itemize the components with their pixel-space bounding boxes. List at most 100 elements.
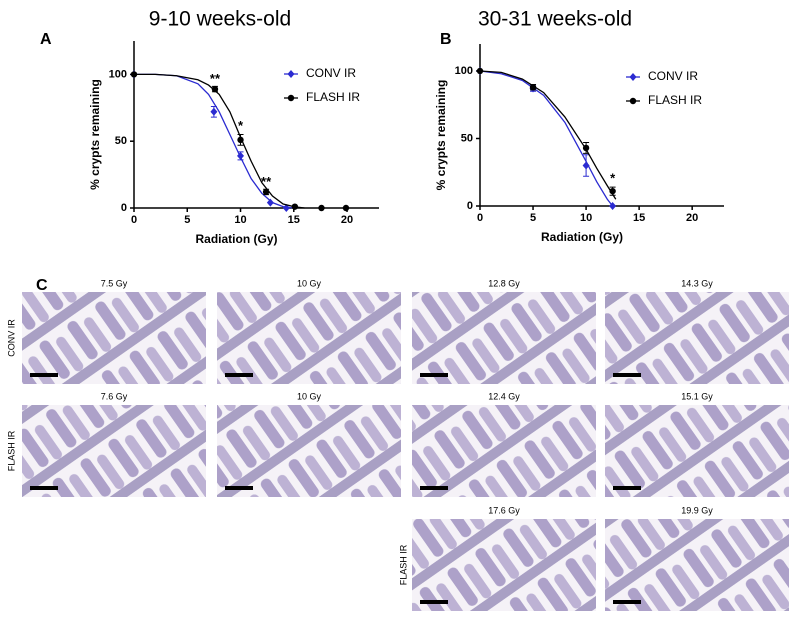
histology-image xyxy=(605,519,789,611)
histology-image xyxy=(605,405,789,497)
x-tick-label: 20 xyxy=(686,212,698,224)
image-shade xyxy=(412,292,596,384)
scale-bar xyxy=(613,486,641,490)
legend-marker xyxy=(629,73,637,81)
legend-marker xyxy=(629,97,637,105)
histology-image xyxy=(22,405,206,497)
row-label: FLASH IR xyxy=(398,544,408,585)
point xyxy=(476,67,484,75)
image-caption: 7.5 Gy xyxy=(101,278,128,288)
annotation: * xyxy=(238,118,244,133)
y-tick-label: 50 xyxy=(115,135,127,147)
x-tick-label: 5 xyxy=(530,212,536,224)
x-axis-label: Radiation (Gy) xyxy=(195,232,277,246)
point xyxy=(266,198,274,207)
scale-bar xyxy=(225,373,253,377)
image-caption: 17.6 Gy xyxy=(488,505,520,515)
x-tick-label: 15 xyxy=(288,214,300,226)
annotation: ** xyxy=(210,71,221,86)
panel-label: C xyxy=(36,277,48,294)
scale-bar xyxy=(420,600,448,604)
x-tick-label: 10 xyxy=(234,214,246,226)
point xyxy=(318,204,325,212)
y-tick-label: 0 xyxy=(467,200,473,212)
y-tick-label: 50 xyxy=(461,132,473,144)
image-caption: 15.1 Gy xyxy=(681,391,713,401)
image-caption: 10 Gy xyxy=(297,278,322,288)
histology-image xyxy=(412,519,596,611)
x-tick-label: 10 xyxy=(580,212,592,224)
x-tick-label: 0 xyxy=(477,212,483,224)
image-shade xyxy=(412,519,596,611)
scale-bar xyxy=(613,600,641,604)
histology-image xyxy=(22,292,206,384)
image-caption: 10 Gy xyxy=(297,391,322,401)
point xyxy=(582,161,590,170)
image-caption: 12.4 Gy xyxy=(488,391,520,401)
image-caption: 19.9 Gy xyxy=(681,505,713,515)
histology-image xyxy=(217,292,401,384)
y-tick-label: 100 xyxy=(109,68,127,80)
chart-title: 9-10 weeks-old xyxy=(149,8,291,31)
y-axis-label: % crypts remaining xyxy=(88,79,102,190)
scale-bar xyxy=(613,373,641,377)
y-axis-label: % crypts remaining xyxy=(434,80,448,191)
annotation: ** xyxy=(261,174,272,189)
point xyxy=(291,203,299,210)
scale-bar xyxy=(420,373,448,377)
point xyxy=(282,204,290,212)
image-shade xyxy=(605,519,789,611)
scale-bar xyxy=(30,373,58,377)
histology-image xyxy=(412,292,596,384)
point xyxy=(582,144,590,152)
legend-label: FLASH IR xyxy=(648,93,702,107)
point xyxy=(609,187,616,195)
image-shade xyxy=(217,405,401,497)
image-shade xyxy=(605,292,789,384)
point xyxy=(237,151,245,160)
scale-bar xyxy=(30,486,58,490)
point xyxy=(342,204,350,212)
scale-bar xyxy=(420,486,448,490)
row-label: FLASH IR xyxy=(6,430,16,471)
point xyxy=(529,84,537,91)
histology-image xyxy=(605,292,789,384)
image-shade xyxy=(217,292,401,384)
x-tick-label: 5 xyxy=(184,214,190,226)
x-tick-label: 20 xyxy=(341,214,353,226)
chart-title: 30-31 weeks-old xyxy=(478,8,632,31)
point xyxy=(262,188,270,196)
y-tick-label: 100 xyxy=(455,65,473,77)
x-tick-label: 15 xyxy=(633,212,645,224)
point xyxy=(609,202,617,210)
y-tick-label: 0 xyxy=(121,202,127,214)
point xyxy=(211,85,219,93)
image-caption: 14.3 Gy xyxy=(681,278,713,288)
panel-label: A xyxy=(40,31,52,48)
annotation: * xyxy=(610,170,616,185)
image-shade xyxy=(412,405,596,497)
panel-label: B xyxy=(440,31,452,48)
legend-label: CONV IR xyxy=(306,66,356,80)
image-shade xyxy=(605,405,789,497)
fit-curve xyxy=(134,73,305,209)
fit-curve xyxy=(479,70,614,207)
legend-marker xyxy=(287,70,295,78)
point xyxy=(237,136,244,144)
image-shade xyxy=(22,405,206,497)
legend-marker xyxy=(287,94,295,102)
histology-image xyxy=(412,405,596,497)
x-tick-label: 0 xyxy=(131,214,137,226)
fit-curve xyxy=(479,70,617,200)
histology-image xyxy=(217,405,401,497)
scale-bar xyxy=(225,486,253,490)
x-axis-label: Radiation (Gy) xyxy=(541,230,623,244)
image-caption: 7.6 Gy xyxy=(101,391,128,401)
point xyxy=(130,71,138,78)
legend-label: FLASH IR xyxy=(306,90,360,104)
legend-label: CONV IR xyxy=(648,69,698,83)
row-label: CONV IR xyxy=(6,319,16,357)
point xyxy=(210,107,218,116)
image-shade xyxy=(22,292,206,384)
